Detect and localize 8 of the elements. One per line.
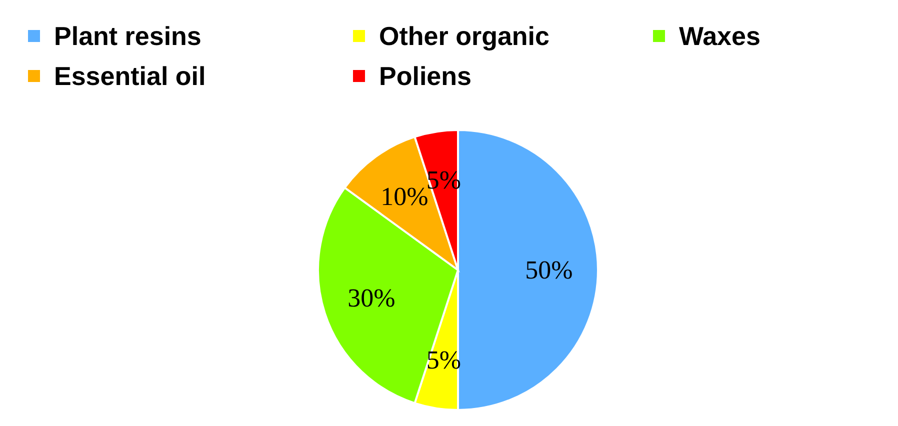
data-label: 10% — [380, 182, 428, 211]
legend-label: Poliens — [379, 61, 472, 91]
data-label: 50% — [525, 256, 573, 284]
legend-label: Essential oil — [54, 61, 206, 91]
data-label: 30% — [348, 284, 396, 313]
legend-label: Waxes — [679, 21, 760, 51]
legend-label: Plant resins — [54, 21, 202, 51]
legend-label: Other organic — [379, 21, 550, 51]
